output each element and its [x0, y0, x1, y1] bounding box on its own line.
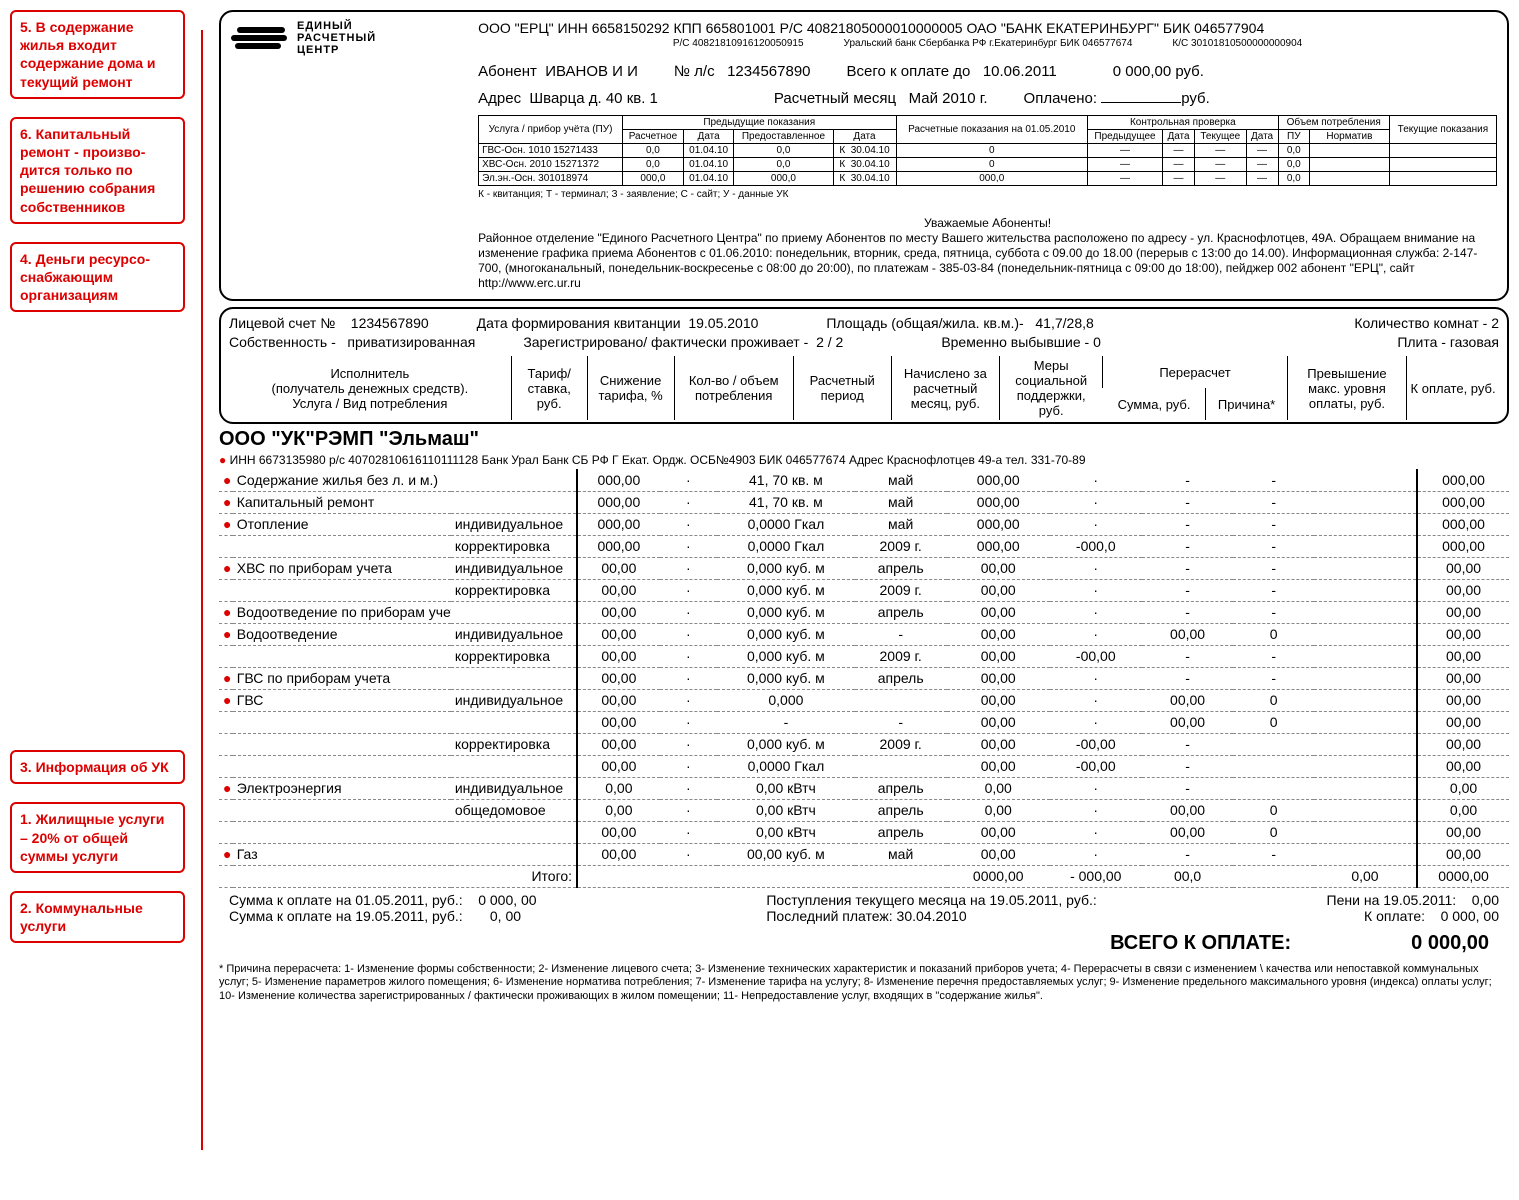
- service-row: ● Водоотведение по приборам учета 00,00 …: [219, 601, 1509, 623]
- logo-line1: Единый: [297, 20, 353, 32]
- callout-1: 1. Жилищные услуги – 20% от общей суммы …: [10, 802, 185, 873]
- service-row: 00,00 · 0,00 кВтч апрель 00,00 · 00,00 0…: [219, 821, 1509, 843]
- service-row: общедомовое 0,00 · 0,00 кВтч апрель 0,00…: [219, 799, 1509, 821]
- service-row: ● Содержание жилья без л. и м.) 000,00 ·…: [219, 469, 1509, 491]
- abonent-label: Абонент: [478, 63, 537, 80]
- columns-header: Исполнитель (получатель денежных средств…: [229, 356, 1499, 420]
- pay-due-amount: 0 000,00 руб.: [1113, 63, 1204, 80]
- month-label: Расчетный месяц: [774, 90, 896, 107]
- callout-6: 6. Капитальный ремонт - произво­дится то…: [10, 117, 185, 224]
- service-row: корректировка 00,00 · 0,000 куб. м 2009 …: [219, 645, 1509, 667]
- connector-lines: [193, 10, 211, 1004]
- meter-row: Эл.эн.-Осн. 301018974 000,001.04.10000,0…: [479, 172, 1497, 186]
- meter-row: ГВС-Осн. 1010 15271433 0,001.04.100,0К 3…: [479, 144, 1497, 158]
- service-row: ● Электроэнергия индивидуальное 0,00 · 0…: [219, 777, 1509, 799]
- service-row: ● Капитальный ремонт 000,00 · 41, 70 кв.…: [219, 491, 1509, 513]
- logo-line2: Расчетный: [297, 32, 376, 44]
- sub-bank-3: К/С 30101810500000000904: [1172, 38, 1302, 49]
- mh-curr: Текущие показания: [1389, 116, 1496, 144]
- mh-check: Контрольная проверка: [1088, 116, 1279, 130]
- service-row: ● Газ 00,00 · 00,00 куб. м май 00,00 · -…: [219, 843, 1509, 865]
- mid-section: Лицевой счет № 1234567890 Дата формирова…: [219, 307, 1509, 424]
- meters-table: Услуга / прибор учёта (ПУ) Предыдущие по…: [478, 115, 1497, 186]
- notice-body: Районное отделение "Единого Расчетного Ц…: [478, 231, 1497, 291]
- services-table: ● Содержание жилья без л. и м.) 000,00 ·…: [219, 469, 1509, 888]
- grand-value: 0 000,00: [1411, 932, 1489, 955]
- footnote: * Причина перерасчета: 1- Изменение форм…: [219, 963, 1509, 1004]
- callout-5: 5. В содержание жилья входит содержание …: [10, 10, 185, 99]
- top-section: Единый Расчетный Центр ООО "ЕРЦ" ИНН 665…: [219, 10, 1509, 301]
- ls-label: № л/с: [674, 63, 715, 80]
- service-row: корректировка 00,00 · 0,000 куб. м 2009 …: [219, 579, 1509, 601]
- service-row: ● ГВС по приборам учета 00,00 · 0,000 ку…: [219, 667, 1509, 689]
- pay-due-label: Всего к оплате до: [847, 63, 971, 80]
- mh-calc: Расчетные показания на 01.05.2010: [896, 116, 1088, 144]
- service-row: ● ХВС по приборам учета индивидуальное 0…: [219, 557, 1509, 579]
- service-row: корректировка 000,00 · 0,0000 Гкал 2009 …: [219, 535, 1509, 557]
- pay-due-date: 10.06.2011: [983, 63, 1057, 80]
- service-row: ● ГВС индивидуальное 00,00 · 0,000 00,00…: [219, 689, 1509, 711]
- notice-title: Уважаемые Абоненты!: [478, 216, 1497, 231]
- service-row: ● Отопление индивидуальное 000,00 · 0,00…: [219, 513, 1509, 535]
- service-row: ● Водоотведение индивидуальное 00,00 · 0…: [219, 623, 1509, 645]
- document-main: Единый Расчетный Центр ООО "ЕРЦ" ИНН 665…: [219, 10, 1509, 1004]
- company-title: ООО "УК"РЭМП "Эльмаш": [219, 428, 1509, 451]
- mh-device: Услуга / прибор учёта (ПУ): [479, 116, 623, 144]
- grand-label: ВСЕГО К ОПЛАТЕ:: [1110, 932, 1291, 955]
- callout-2: 2. Коммунальные услуги: [10, 891, 185, 943]
- callout-3: 3. Информация об УК: [10, 750, 185, 784]
- paid-suffix: руб.: [1181, 90, 1210, 107]
- ls-value: 1234567890: [727, 63, 810, 80]
- sub-bank-2: Уральский банк Сбербанка РФ г.Екатеринбу…: [844, 38, 1133, 49]
- mh-prev: Предыдущие показания: [622, 116, 896, 130]
- addr-value: Шварца д. 40 кв. 1: [529, 90, 657, 107]
- month-value: Май 2010 г.: [909, 90, 988, 107]
- service-row: корректировка 00,00 · 0,000 куб. м 2009 …: [219, 733, 1509, 755]
- service-row: 00,00 · - - 00,00 · 00,00 0 00,00: [219, 711, 1509, 733]
- addr-label: Адрес: [478, 90, 521, 107]
- meters-legend: К - квитанция; Т - терминал; З - заявлен…: [478, 189, 1497, 200]
- sub-bank-1: Р/С 40821810916120050915: [673, 38, 804, 49]
- logo-line3: Центр: [297, 44, 339, 56]
- mh-vol: Объем потребления: [1278, 116, 1389, 130]
- meter-row: ХВС-Осн. 2010 15271372 0,001.04.100,0К 3…: [479, 158, 1497, 172]
- abonent-value: ИВАНОВ И И: [545, 63, 638, 80]
- bank-header: ООО "ЕРЦ" ИНН 6658150292 КПП 665801001 Р…: [478, 20, 1497, 36]
- service-row: 00,00 · 0,0000 Гкал 00,00 -00,00 - 00,00: [219, 755, 1509, 777]
- paid-value: [1101, 102, 1181, 103]
- logo: Единый Расчетный Центр: [231, 20, 376, 56]
- paid-label: Оплачено:: [1024, 90, 1098, 107]
- company-sub: ● ИНН 6673135980 р/с 4070281061611011112…: [219, 453, 1509, 467]
- callout-sidebar: 5. В содержание жилья входит содержание …: [10, 10, 185, 1004]
- callout-4: 4. Деньги ресурсо­снабжающим организация…: [10, 242, 185, 313]
